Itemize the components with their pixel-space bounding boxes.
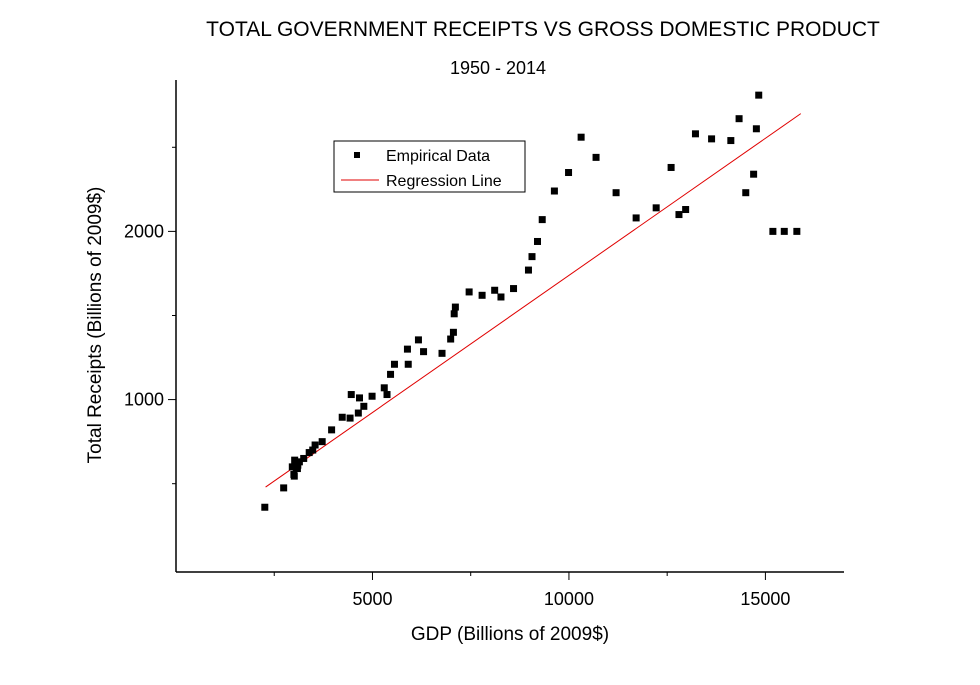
data-point xyxy=(387,370,395,378)
data-point xyxy=(652,204,660,212)
data-point xyxy=(528,253,536,261)
data-point xyxy=(750,170,758,178)
data-point xyxy=(577,133,585,141)
data-point xyxy=(311,441,319,449)
data-point xyxy=(612,189,620,197)
data-point xyxy=(752,125,760,133)
x-tick-label: 5000 xyxy=(352,589,392,609)
data-point xyxy=(368,392,376,400)
data-point xyxy=(755,91,763,99)
data-point xyxy=(354,409,362,417)
data-point xyxy=(667,163,675,171)
y-tick-label: 2000 xyxy=(124,221,164,241)
data-point xyxy=(478,291,486,299)
data-point xyxy=(447,335,455,343)
scatter-points xyxy=(261,91,801,511)
chart-title: TOTAL GOVERNMENT RECEIPTS VS GROSS DOMES… xyxy=(206,18,880,41)
data-point xyxy=(338,413,346,421)
legend-label-empirical: Empirical Data xyxy=(386,148,490,165)
data-point xyxy=(420,348,428,356)
data-point xyxy=(295,458,303,466)
axes xyxy=(175,80,844,573)
chart-subtitle: 1950 - 2014 xyxy=(450,58,546,78)
data-point xyxy=(682,206,690,214)
data-point xyxy=(347,391,355,399)
data-point xyxy=(380,384,388,392)
legend: Empirical Data Regression Line xyxy=(333,140,526,193)
data-point xyxy=(261,503,269,511)
data-point xyxy=(550,187,558,195)
regression-line-group xyxy=(265,113,802,488)
data-point xyxy=(383,391,391,399)
y-axis-label: Total Receipts (Billions of 2009$) xyxy=(85,187,106,464)
data-point xyxy=(565,169,573,177)
data-point xyxy=(291,456,299,464)
y-tick-label: 1000 xyxy=(124,390,164,410)
data-point xyxy=(632,214,640,222)
data-point xyxy=(438,349,446,357)
data-point xyxy=(780,227,788,235)
data-point xyxy=(450,310,458,318)
data-point xyxy=(592,153,600,161)
data-point xyxy=(356,394,364,402)
regression-line xyxy=(265,113,802,488)
data-point xyxy=(360,402,368,410)
data-point xyxy=(414,336,422,344)
data-point xyxy=(769,227,777,235)
x-tick-label: 10000 xyxy=(544,589,594,609)
data-point xyxy=(708,135,716,143)
legend-marker-empirical xyxy=(354,152,360,158)
data-point xyxy=(491,286,499,294)
data-point xyxy=(403,345,411,353)
data-point xyxy=(390,360,398,368)
x-tick-label: 15000 xyxy=(740,589,790,609)
y-axis-ticks: 1000 2000 xyxy=(124,146,176,485)
data-point xyxy=(465,288,473,296)
data-point xyxy=(675,211,683,219)
x-axis-ticks: 5000 10000 15000 xyxy=(273,572,790,609)
data-point xyxy=(793,227,801,235)
data-point xyxy=(290,472,298,480)
data-point xyxy=(318,438,326,446)
data-point xyxy=(497,293,505,301)
data-point xyxy=(305,449,313,457)
data-point xyxy=(538,216,546,224)
data-point xyxy=(691,130,699,138)
data-point xyxy=(451,303,459,311)
data-point xyxy=(510,285,518,293)
data-point xyxy=(404,360,412,368)
legend-label-regression: Regression Line xyxy=(386,173,502,190)
data-point xyxy=(735,115,743,123)
data-point xyxy=(524,266,532,274)
data-point xyxy=(280,484,288,492)
legend-box xyxy=(333,140,526,193)
data-point xyxy=(449,328,457,336)
x-axis-label: GDP (Billions of 2009$) xyxy=(411,624,609,645)
data-point xyxy=(300,454,308,462)
data-point xyxy=(727,137,735,145)
data-point xyxy=(534,237,542,245)
data-point xyxy=(742,189,750,197)
data-point xyxy=(309,446,317,454)
data-point xyxy=(328,426,336,434)
data-point xyxy=(346,414,354,422)
